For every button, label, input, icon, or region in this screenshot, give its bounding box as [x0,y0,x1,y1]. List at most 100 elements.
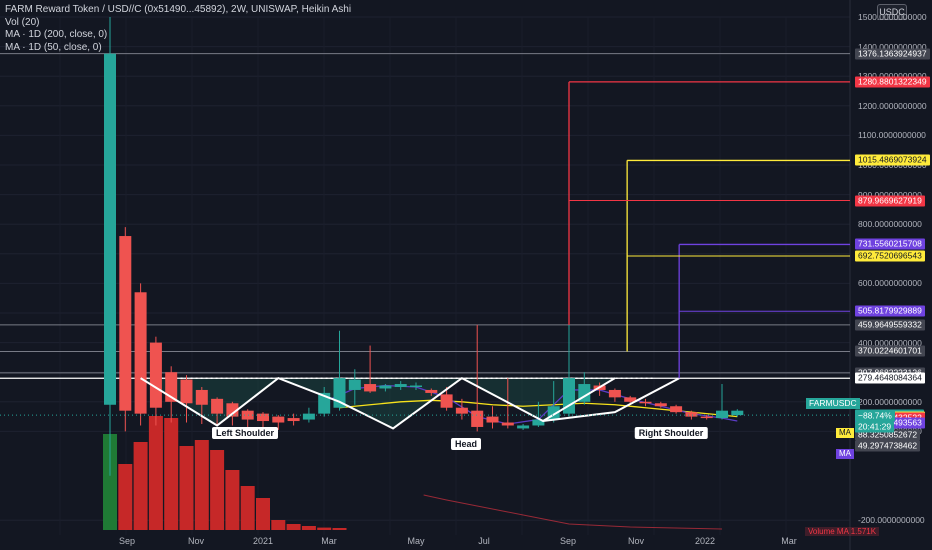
change-percent: −88.74% [855,410,895,422]
candle-body [700,416,713,419]
time-tick-label: Nov [187,536,205,546]
price-tag: 879.9669627919 [855,195,925,207]
candle-body [425,389,438,393]
time-tick-label: Nov [627,536,645,546]
price-tag: 49.2974738462 [855,440,921,452]
currency-button[interactable]: USDC [877,4,907,20]
volume-bar [210,450,225,530]
right-shoulder-rise [542,377,680,423]
time-tick-label: Mar [321,536,337,546]
left-shoulder-label: Left Shoulder [212,427,278,439]
ma-yellow-badge: MA [836,428,854,438]
time-tick-label: May [407,536,425,546]
price-tick-label: -200.0000000000 [858,515,925,526]
volume-ma-line [423,494,723,530]
candle-body [364,384,377,392]
right-shoulder-label: Right Shoulder [634,427,708,439]
time-tick-label: 2022 [694,536,716,546]
volume-bar [271,520,286,530]
time-tick-label: 2021 [252,536,274,546]
candle-body [348,379,361,390]
volume-bar [286,524,301,530]
price-tag: 731.5560215708 [855,238,925,250]
price-tag: 370.0224601701 [855,345,925,357]
volume-bar [240,486,255,530]
price-tick-label: 1300.0000000000 [858,71,927,81]
price-tag: 505.8179929889 [855,305,925,317]
volume-indicator-label[interactable]: Vol (20) [5,16,40,28]
price-tag: 1015.4869073924 [855,154,930,166]
price-tick-label: 600.0000000000 [858,278,922,289]
candle-body [624,397,637,402]
volume-bar [179,446,194,530]
ma-purple-badge: MA [836,449,854,459]
candle-body [226,403,239,417]
time-tick-label: Jul [478,536,490,546]
candle-body [211,398,224,414]
price-tick-label: 800.0000000000 [858,219,922,230]
candle-body [486,416,499,423]
ma200-indicator-label[interactable]: MA · 1D (200, close, 0) [5,29,108,40]
price-tick-label: 1100.0000000000 [858,130,926,141]
candle-body [608,389,621,398]
price-tag: 459.9649559332 [855,319,925,331]
time-tick-label: Sep [118,536,136,546]
candle-body [532,419,545,426]
candle-body [517,425,530,429]
price-tick-label: 1200.0000000000 [858,100,927,111]
volume-bar [301,526,316,530]
candle-body [471,410,484,427]
candle-body [639,401,652,404]
candle-body [501,422,514,426]
volume-bar [148,416,163,530]
candle-body [302,413,315,420]
volume-bar [317,527,332,530]
volume-bar [118,464,133,530]
volume-bar [332,528,347,530]
price-tick-label: 400.0000000000 [858,337,922,348]
candle-body [272,416,285,423]
candle-body [410,385,422,387]
ticker-badge[interactable]: FARMUSDC [806,398,860,409]
volume-bar [103,434,117,530]
chart-legend: FARM Reward Token / USD//C (0x51490...45… [5,4,351,54]
candle-body [149,342,162,408]
symbol-title[interactable]: FARM Reward Token / USD//C (0x51490...45… [5,4,352,15]
volume-ma-badge: Volume MA 1.571K [805,527,880,536]
candle-body [134,292,147,414]
price-tag: 1376.1363924937 [855,48,930,60]
volume-bar [133,442,148,530]
price-tick-label: 1400.0000000000 [858,41,927,52]
candle-body [257,413,269,422]
candle-body [670,406,683,413]
candle-body [685,412,698,417]
candle-body [379,385,392,389]
candle-body [104,53,116,405]
price-tag: 88.3250852672 [855,429,921,441]
volume-bar [194,440,209,530]
bar-countdown: 20:41:29 [855,421,895,433]
time-tick-label: Sep [559,536,577,546]
time-tick-label: Mar [781,536,797,546]
price-tick-label: 200.0000000000 [858,396,922,407]
candle-body [287,418,300,422]
pattern-outline [140,376,616,430]
candle-body [180,379,193,404]
candle-body [654,403,667,407]
volume-bar [225,470,240,530]
ma50-indicator-label[interactable]: MA · 1D (50, close, 0) [5,41,102,53]
head-label: Head [450,438,482,450]
price-tag: 1280.8801322349 [855,76,930,88]
candle-body [195,389,208,405]
price-tick-label: 1500.0000000000 [858,12,927,22]
candle-body [716,410,728,419]
price-tick-label: 900.0000000000 [858,190,922,200]
volume-bar [164,418,179,530]
candle-body [241,410,254,420]
volume-ma-label: Volume MA [808,527,849,536]
candle-body [440,394,453,408]
pattern-fill [140,378,615,429]
candle-body [731,410,744,416]
price-tag: 279.4648084364 [855,372,925,384]
